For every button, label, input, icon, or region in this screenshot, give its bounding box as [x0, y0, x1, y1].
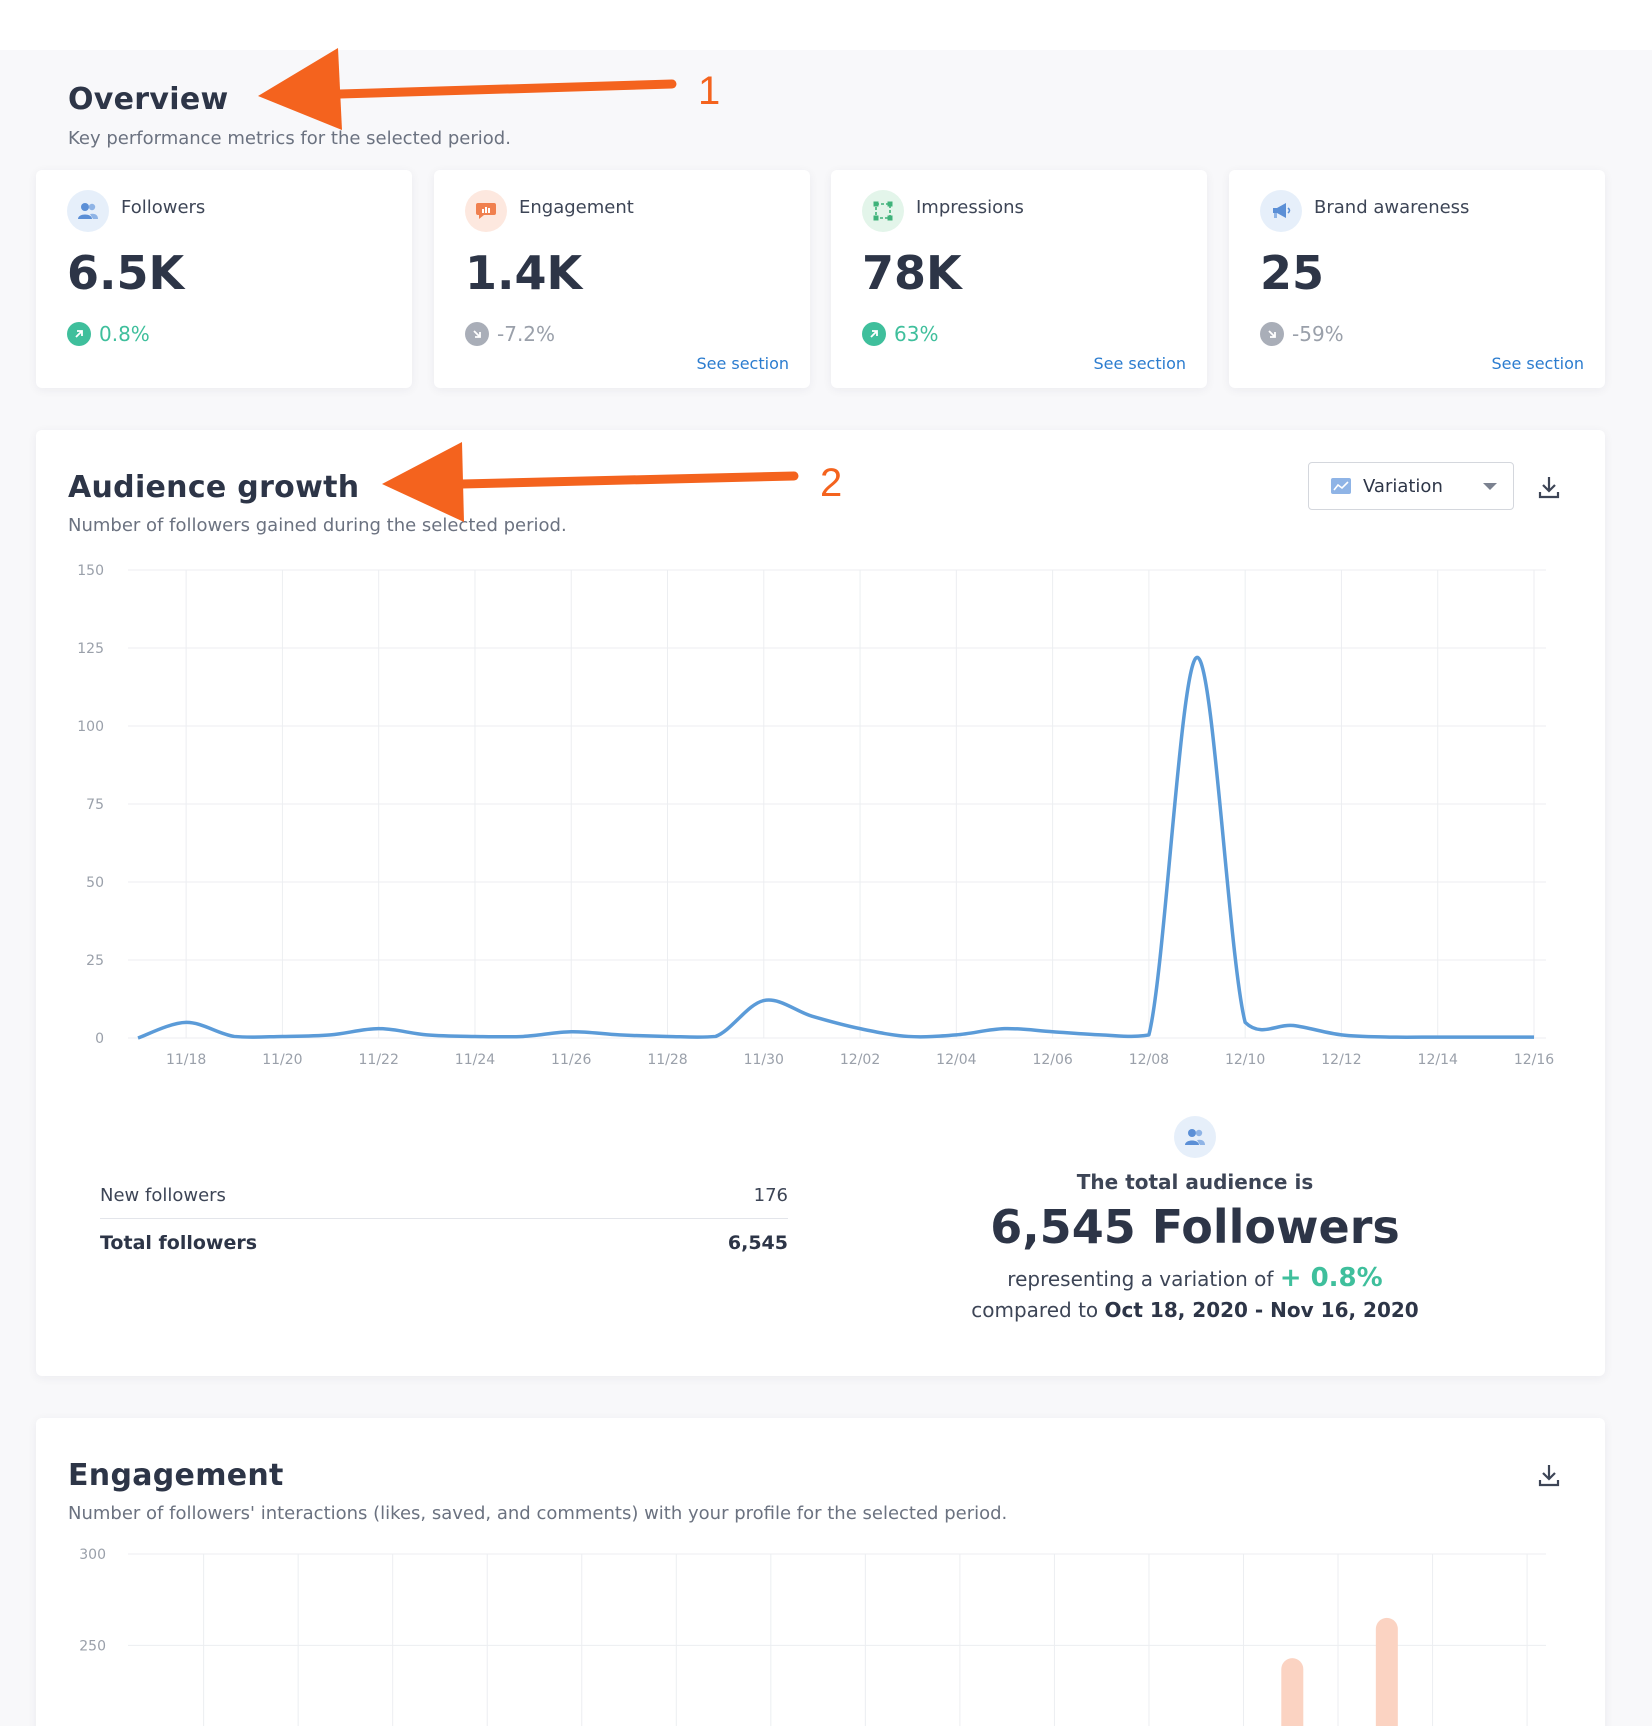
megaphone-icon	[1260, 190, 1302, 232]
kpi-value: 1.4K	[465, 246, 583, 300]
see-section-link[interactable]: See section	[1491, 354, 1584, 373]
annotation-layer: 1 2	[258, 48, 842, 522]
impressions-icon	[862, 190, 904, 232]
x-tick-label: 12/08	[1129, 1052, 1169, 1068]
trend-down-icon	[465, 322, 489, 346]
overview-subtitle: Key performance metrics for the selected…	[68, 128, 511, 149]
audience-growth-chart: 0 25 50 75 100 125 150 11/18 11/20 11/22 11/24 11/2…	[77, 563, 1554, 1068]
kpi-delta: 0.8%	[67, 322, 150, 346]
stat-label: New followers	[100, 1185, 226, 1206]
x-tick-label: 11/28	[647, 1052, 687, 1068]
y-tick-label: 75	[86, 797, 104, 813]
download-icon[interactable]	[1534, 1460, 1564, 1490]
stat-value: 176	[753, 1185, 788, 1206]
x-tick-label: 11/26	[551, 1052, 591, 1068]
annotation-label-2: 2	[820, 461, 842, 505]
audience-growth-subtitle: Number of followers gained during the se…	[68, 515, 567, 536]
x-tick-label: 12/14	[1418, 1052, 1458, 1068]
annotation-arrow-1-shaft	[335, 79, 677, 99]
x-tick-label: 12/04	[936, 1052, 976, 1068]
see-section-link[interactable]: See section	[1093, 354, 1186, 373]
kpi-label: Impressions	[916, 197, 1024, 218]
trend-up-icon	[67, 322, 91, 346]
x-tick-label: 12/06	[1032, 1052, 1072, 1068]
chart-icon	[1331, 478, 1351, 494]
trend-down-icon	[1260, 322, 1284, 346]
summary-compared: compared to Oct 18, 2020 - Nov 16, 2020	[940, 1298, 1450, 1322]
kpi-delta-value: 0.8%	[99, 322, 150, 346]
stat-row-new-followers: New followers 176	[100, 1185, 788, 1206]
divider	[100, 1218, 788, 1219]
y-tick-label: 300	[79, 1547, 106, 1563]
annotation-arrow-2-shaft	[457, 471, 799, 489]
kpi-card-followers: Followers 6.5K 0.8%	[36, 170, 412, 388]
x-tick-label: 11/20	[262, 1052, 302, 1068]
kpi-delta: -7.2%	[465, 322, 555, 346]
x-tick-label: 11/22	[359, 1052, 399, 1068]
x-tick-label: 12/12	[1321, 1052, 1361, 1068]
series-line	[137, 655, 1534, 1040]
bar	[1281, 1658, 1304, 1726]
annotation-arrow-1-head	[258, 48, 342, 130]
dropdown-value: Variation	[1363, 475, 1443, 497]
variation-value: + 0.8%	[1279, 1263, 1383, 1293]
y-tick-label: 125	[77, 641, 104, 657]
kpi-value: 78K	[862, 246, 962, 300]
kpi-value: 6.5K	[67, 246, 185, 300]
kpi-delta-value: -59%	[1292, 322, 1344, 346]
engagement-subtitle: Number of followers' interactions (likes…	[68, 1503, 1008, 1524]
kpi-card-impressions: Impressions 78K 63% See section	[831, 170, 1207, 388]
kpi-delta-value: 63%	[894, 322, 939, 346]
compared-range: Oct 18, 2020 - Nov 16, 2020	[1104, 1298, 1419, 1322]
chat-bubble-icon	[465, 190, 507, 232]
stat-label: Total followers	[100, 1232, 258, 1254]
followers-icon	[67, 190, 109, 232]
x-tick-label: 11/18	[166, 1052, 206, 1068]
kpi-label: Engagement	[519, 197, 634, 218]
kpi-label: Followers	[121, 197, 206, 218]
y-tick-label: 25	[86, 953, 104, 969]
y-tick-label: 50	[86, 875, 104, 891]
kpi-delta-value: -7.2%	[497, 322, 556, 346]
overview-title: Overview	[68, 82, 229, 117]
bar	[1375, 1617, 1398, 1726]
annotation-label-1: 1	[698, 69, 720, 113]
kpi-label: Brand awareness	[1314, 197, 1470, 218]
y-tick-label: 150	[77, 563, 104, 579]
summary-variation: representing a variation of + 0.8%	[940, 1263, 1450, 1293]
kpi-value: 25	[1260, 246, 1325, 300]
annotation-arrow-2-head	[382, 442, 464, 522]
y-tick-label: 100	[77, 719, 104, 735]
compared-prefix: compared to	[971, 1298, 1099, 1322]
followers-icon	[1174, 1116, 1216, 1158]
y-tick-label: 250	[79, 1638, 106, 1654]
x-tick-label: 12/16	[1514, 1052, 1554, 1068]
x-tick-label: 12/02	[840, 1052, 880, 1068]
y-tick-label: 0	[95, 1031, 104, 1047]
summary-heading: The total audience is	[1076, 1170, 1314, 1194]
audience-growth-title: Audience growth	[68, 470, 360, 505]
stat-row-total-followers: Total followers 6,545	[100, 1232, 788, 1254]
variation-dropdown[interactable]: Variation	[1308, 462, 1514, 510]
kpi-delta: 63%	[862, 322, 938, 346]
x-tick-label: 12/10	[1225, 1052, 1265, 1068]
engagement-chart: 200250300	[79, 1547, 1546, 1726]
trend-up-icon	[862, 322, 886, 346]
download-icon[interactable]	[1534, 472, 1564, 502]
stat-value: 6,545	[727, 1232, 788, 1254]
engagement-title: Engagement	[68, 1458, 284, 1493]
kpi-card-engagement: Engagement 1.4K -7.2% See section	[434, 170, 810, 388]
x-tick-label: 11/30	[744, 1052, 784, 1068]
x-tick-label: 11/24	[455, 1052, 495, 1068]
chevron-down-icon	[1483, 483, 1497, 490]
see-section-link[interactable]: See section	[696, 354, 789, 373]
kpi-delta: -59%	[1260, 322, 1344, 346]
variation-prefix: representing a variation of	[1007, 1267, 1274, 1291]
summary-total: 6,545 Followers	[990, 1200, 1400, 1254]
engagement-card	[36, 1418, 1605, 1726]
kpi-card-brand-awareness: Brand awareness 25 -59% See section	[1229, 170, 1605, 388]
